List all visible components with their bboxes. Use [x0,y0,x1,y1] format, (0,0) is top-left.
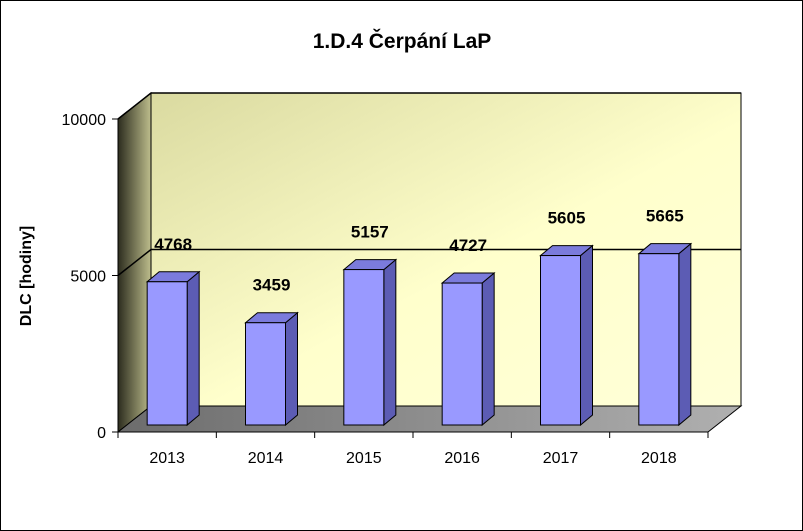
y-tick-label: 5000 [70,269,106,286]
bar-front [540,255,581,426]
bar [145,270,201,427]
y-axis-label: DLC [hodiny] [18,226,35,326]
gridlines [117,92,741,277]
x-tick-label: 2017 [543,450,579,467]
y-tick-label: 0 [97,425,106,442]
bar [637,242,693,427]
bar-front [343,269,385,426]
bar-side [186,270,200,427]
gridline [117,248,741,277]
bar-side [285,311,298,427]
bar [342,258,398,427]
chart-title: 1.D.4 Čerpání LaP [313,29,492,53]
y-tick-label: 10000 [62,112,107,129]
bar-front [245,322,286,426]
bars [145,242,693,427]
data-label: 4768 [154,235,192,254]
data-label: 3459 [253,276,291,295]
bar [244,311,299,427]
data-label: 5157 [351,223,389,242]
data-labels: 4768 3459 5157 4727 5605 5665 [154,207,683,295]
x-tick-label: 2013 [149,450,185,467]
x-tick-label: 2018 [641,450,677,467]
x-axis: 2013 2014 2015 2016 2017 2018 [117,431,709,467]
bar-side [383,258,397,427]
bar-front [638,253,680,426]
data-label: 5665 [646,207,684,226]
data-label: 4727 [449,236,487,255]
bar [539,244,594,427]
gridline [117,92,741,120]
y-axis: 0 5000 10000 [62,112,119,442]
bar-front [146,281,188,426]
bar-side [481,271,495,427]
data-label: 5605 [548,209,586,228]
x-tick-label: 2014 [248,450,284,467]
x-tick-label: 2015 [346,450,382,467]
bar-front [441,282,483,426]
bar-side [580,244,593,427]
x-tick-label: 2016 [444,450,480,467]
bar [440,271,496,427]
bar-side [678,242,692,427]
